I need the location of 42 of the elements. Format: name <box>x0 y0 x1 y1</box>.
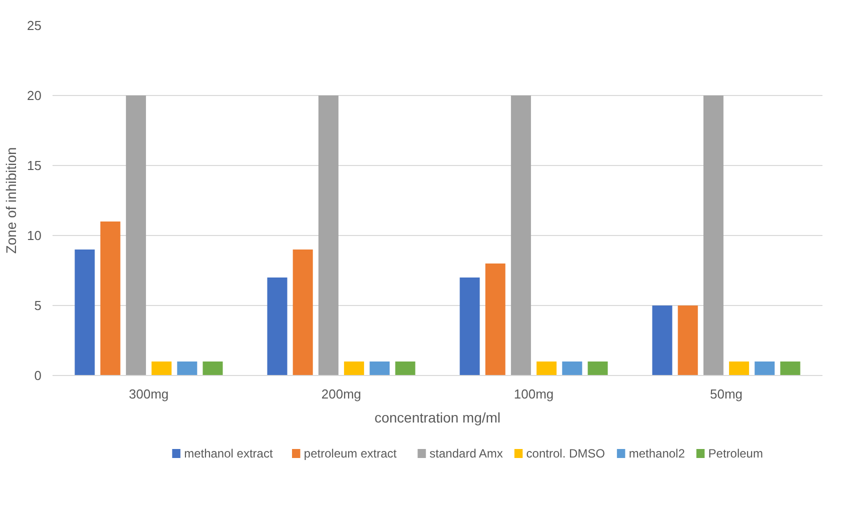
y-tick-label: 10 <box>27 228 42 243</box>
legend-label: Petroleum <box>708 446 763 460</box>
bar <box>395 362 416 376</box>
bar <box>344 362 364 376</box>
bar <box>562 362 582 376</box>
bar <box>460 278 480 376</box>
y-tick-label: 0 <box>34 368 42 383</box>
bar <box>177 362 198 376</box>
bar <box>485 264 506 376</box>
legend-label: methanol2 <box>628 446 686 460</box>
bar <box>202 362 223 376</box>
x-tick-label: 100mg <box>514 386 554 402</box>
bar <box>267 278 288 376</box>
legend-label: methanol extract <box>184 446 274 460</box>
bar <box>318 96 338 376</box>
bar <box>588 362 608 376</box>
y-axis-title: Zone of inhibition <box>3 147 20 254</box>
bar <box>370 362 390 376</box>
legend-label: control. DMSO <box>526 446 605 460</box>
x-tick-label: 50mg <box>710 386 743 402</box>
y-tick-label: 25 <box>27 18 42 33</box>
x-axis-title: concentration mg/ml <box>374 410 501 426</box>
bar <box>780 362 800 376</box>
bar <box>100 222 120 376</box>
bar <box>703 96 724 376</box>
bar <box>729 362 750 376</box>
bar <box>74 250 95 376</box>
y-tick-label: 15 <box>27 158 42 173</box>
legend-label: petroleum extract <box>304 446 398 460</box>
x-tick-label: 300mg <box>128 386 169 402</box>
x-tick-label: 200mg <box>321 386 362 402</box>
bar <box>510 96 531 376</box>
y-tick-label: 20 <box>27 88 42 103</box>
bar <box>152 362 172 376</box>
legend-label: standard Amx <box>430 446 503 460</box>
y-tick-label: 5 <box>34 298 42 313</box>
bar <box>536 362 557 376</box>
bar <box>652 306 672 376</box>
bar <box>754 362 775 376</box>
bar <box>126 96 146 376</box>
bar <box>292 250 313 376</box>
bar <box>678 306 698 376</box>
